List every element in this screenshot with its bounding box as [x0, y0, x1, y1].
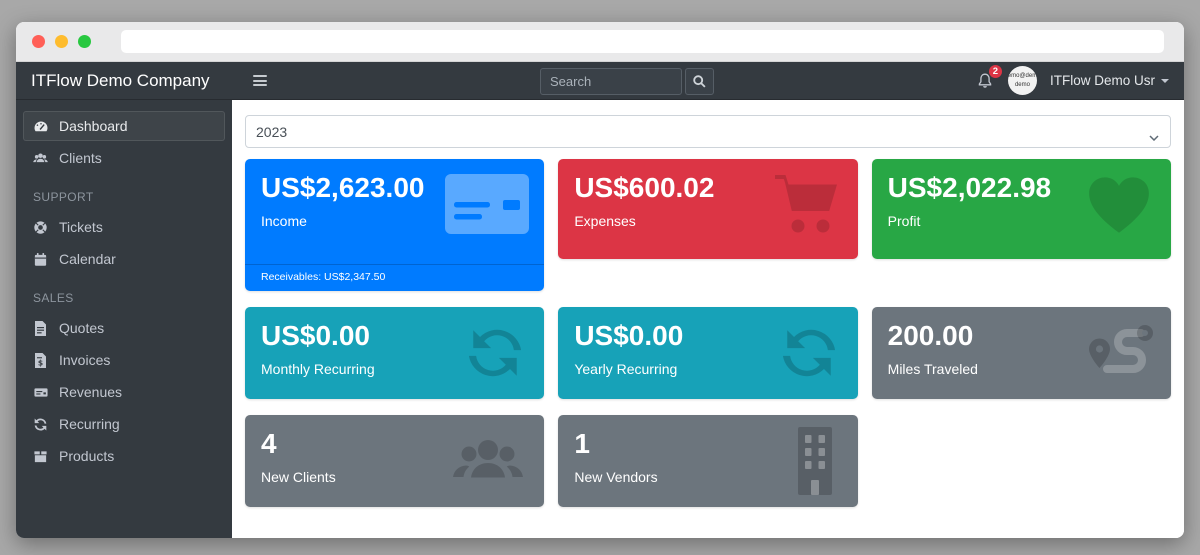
building-icon [792, 425, 838, 502]
sidebar-item-label: Products [59, 448, 115, 464]
sidebar-section-sales: SALES [33, 291, 74, 305]
shopping-cart-icon [774, 174, 838, 241]
expenses-label: Expenses [574, 213, 636, 230]
close-window-button[interactable] [32, 35, 45, 48]
users-icon [32, 150, 49, 166]
sidebar-item-label: Calendar [59, 251, 116, 267]
sidebar-item-products[interactable]: Products [23, 441, 225, 471]
income-receivables: Receivables: US$2,347.50 [245, 264, 545, 291]
miles-traveled-card[interactable]: 200.00 Miles Traveled [871, 307, 1171, 399]
sidebar-item-revenues[interactable]: Revenues [23, 377, 225, 407]
box-icon [32, 448, 49, 464]
profit-value: US$2,022.98 [887, 172, 1052, 203]
top-navbar: ITFlow Demo Company [16, 62, 1184, 100]
monthly-recurring-card[interactable]: US$0.00 Monthly Recurring [245, 307, 545, 399]
user-dropdown[interactable]: ITFlow Demo Usr [1050, 73, 1169, 88]
browser-chrome [16, 22, 1184, 62]
new-vendors-label: New Vendors [574, 469, 658, 486]
sidebar-item-label: Recurring [59, 416, 120, 432]
income-card[interactable]: US$2,623.00 Income Receivables: US$2,347… [245, 159, 545, 291]
sidebar-item-invoices[interactable]: $ Invoices [23, 345, 225, 375]
miles-traveled-value: 200.00 [887, 320, 974, 351]
notifications-button[interactable]: 2 [975, 65, 1002, 91]
route-icon [1085, 321, 1157, 388]
sidebar-item-quotes[interactable]: Quotes [23, 313, 225, 343]
sidebar-item-label: Clients [59, 150, 102, 166]
money-check-icon [32, 384, 49, 400]
dashboard-cards-grid: US$2,623.00 Income Receivables: US$2,347… [245, 159, 1171, 507]
yearly-recurring-value: US$0.00 [574, 320, 684, 351]
yearly-recurring-label: Yearly Recurring [574, 361, 678, 378]
avatar-text-line2: demo [1014, 81, 1030, 88]
income-value: US$2,623.00 [261, 172, 425, 203]
sidebar-item-tickets[interactable]: Tickets [23, 212, 225, 242]
new-clients-card[interactable]: 4 New Clients [245, 415, 545, 507]
main-content: 2023 [232, 100, 1184, 538]
user-name: ITFlow Demo Usr [1049, 73, 1155, 88]
sidebar-item-clients[interactable]: Clients [23, 143, 225, 173]
brand-title: ITFlow Demo Company [31, 70, 210, 90]
monthly-recurring-value: US$0.00 [261, 320, 370, 351]
sidebar-item-label: Dashboard [59, 118, 128, 134]
user-avatar[interactable]: demo@demo demo [1007, 66, 1037, 95]
credit-card-icon [445, 174, 530, 239]
profit-label: Profit [887, 213, 921, 230]
navbar-search [540, 67, 714, 95]
sidebar: Dashboard Clients SUPPORT [16, 100, 232, 538]
file-invoice-dollar-icon: $ [32, 352, 49, 368]
sync-icon [464, 324, 526, 387]
calendar-icon [32, 251, 49, 267]
yearly-recurring-card[interactable]: US$0.00 Yearly Recurring [558, 307, 858, 399]
new-clients-label: New Clients [261, 469, 336, 486]
sync-icon [778, 324, 840, 387]
avatar-text-line1: demo@demo [1007, 73, 1037, 80]
browser-window: ITFlow Demo Company [16, 22, 1184, 538]
sidebar-item-label: Invoices [59, 352, 111, 368]
maximize-window-button[interactable] [78, 35, 91, 48]
sidebar-item-label: Revenues [59, 384, 123, 400]
search-icon [693, 74, 706, 88]
sidebar-section-support: SUPPORT [33, 190, 94, 204]
search-input[interactable] [540, 67, 682, 95]
monthly-recurring-label: Monthly Recurring [261, 361, 375, 378]
sidebar-item-dashboard[interactable]: Dashboard [23, 111, 225, 141]
users-group-icon [448, 437, 528, 498]
bell-icon [977, 72, 993, 89]
sidebar-item-calendar[interactable]: Calendar [23, 244, 225, 274]
minimize-window-button[interactable] [55, 35, 68, 48]
window-controls [32, 35, 91, 48]
heart-icon [1087, 175, 1151, 238]
search-button[interactable] [685, 67, 714, 95]
income-label: Income [261, 213, 307, 230]
expenses-value: US$600.02 [574, 172, 715, 203]
svg-text:$: $ [38, 358, 43, 367]
miles-traveled-label: Miles Traveled [887, 361, 978, 378]
url-bar[interactable] [121, 30, 1164, 53]
expenses-card[interactable]: US$600.02 Expenses [558, 159, 858, 259]
sidebar-item-label: Tickets [59, 219, 103, 235]
new-vendors-value: 1 [574, 428, 590, 459]
chevron-down-icon [1161, 78, 1169, 83]
year-filter-select[interactable]: 2023 [245, 115, 1171, 148]
sidebar-item-label: Quotes [59, 320, 105, 336]
file-alt-icon [32, 320, 49, 336]
profit-card[interactable]: US$2,022.98 Profit [871, 159, 1171, 259]
sidebar-item-recurring[interactable]: Recurring [23, 409, 225, 439]
sidebar-toggle-button[interactable] [249, 71, 271, 90]
sync-icon [32, 416, 49, 432]
life-ring-icon [32, 219, 49, 235]
new-vendors-card[interactable]: 1 New Vendors [558, 415, 858, 507]
notification-count-badge: 2 [988, 65, 1002, 79]
tachometer-icon [32, 118, 49, 134]
new-clients-value: 4 [261, 428, 277, 459]
